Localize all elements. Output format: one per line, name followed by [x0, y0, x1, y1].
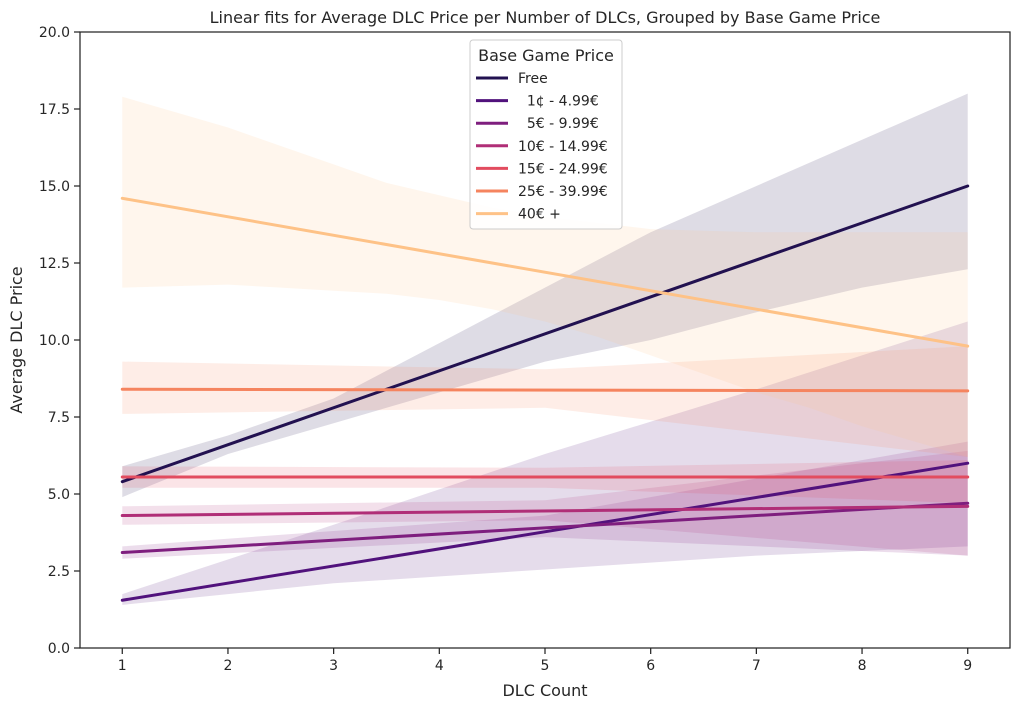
- x-tick-label: 9: [963, 658, 972, 674]
- legend-label-6: 40€ +: [518, 207, 561, 223]
- ci-band-6: [122, 96, 968, 457]
- y-tick-label: 20.0: [39, 25, 70, 41]
- ci-band-4: [122, 460, 968, 504]
- fit-line-2: [120, 501, 970, 555]
- chart-title: Linear fits for Average DLC Price per Nu…: [210, 8, 881, 27]
- y-tick-label: 10.0: [39, 333, 70, 349]
- x-tick-label: 1: [118, 658, 127, 674]
- y-tick-label: 0.0: [48, 641, 70, 657]
- fit-line-5: [120, 387, 970, 393]
- y-tick-label: 15.0: [39, 179, 70, 195]
- y-tick-label: 12.5: [39, 256, 70, 272]
- x-tick-label: 8: [858, 658, 867, 674]
- fit-line-6: [120, 196, 970, 348]
- y-tick-label: 17.5: [39, 102, 70, 118]
- legend-label-1: 1¢ - 4.99€: [518, 94, 599, 110]
- x-tick-label: 2: [223, 658, 232, 674]
- x-tick-label: 5: [541, 658, 550, 674]
- y-tick-label: 7.5: [48, 410, 70, 426]
- ci-band-2: [122, 441, 968, 559]
- legend-box: [469, 39, 623, 230]
- legend-label-5: 25€ - 39.99€: [518, 184, 608, 200]
- ci-band-0: [122, 93, 968, 498]
- legend-label-0: Free: [518, 71, 548, 87]
- legend-label-4: 15€ - 24.99€: [518, 161, 608, 177]
- legend: Base Game Price Free 1¢ - 4.99€ 5€ - 9.99…: [469, 39, 623, 230]
- x-tick-label: 6: [646, 658, 655, 674]
- x-tick-label: 3: [329, 658, 338, 674]
- y-axis: 0.0 2.5 5.0 7.5 10.0 12.5 15.0 17.5 20.0: [39, 25, 80, 657]
- x-axis: 1 2 3 4 5 6 7 8 9: [118, 648, 972, 674]
- confidence-bands: [122, 93, 968, 605]
- fit-lines: [120, 184, 970, 602]
- x-tick-label: 7: [752, 658, 761, 674]
- x-tick-label: 4: [435, 658, 444, 674]
- y-axis-label: Average DLC Price: [7, 266, 26, 413]
- x-axis-label: DLC Count: [502, 681, 587, 700]
- y-tick-label: 5.0: [48, 487, 70, 503]
- y-tick-label: 2.5: [48, 564, 70, 580]
- fit-line-0: [120, 184, 970, 484]
- legend-label-3: 10€ - 14.99€: [518, 139, 608, 155]
- legend-label-2: 5€ - 9.99€: [518, 116, 599, 132]
- legend-title: Base Game Price: [478, 46, 614, 65]
- ci-band-1: [122, 321, 968, 605]
- ci-band-5: [122, 346, 968, 457]
- fit-line-3: [120, 504, 970, 518]
- fit-line-1: [120, 461, 970, 602]
